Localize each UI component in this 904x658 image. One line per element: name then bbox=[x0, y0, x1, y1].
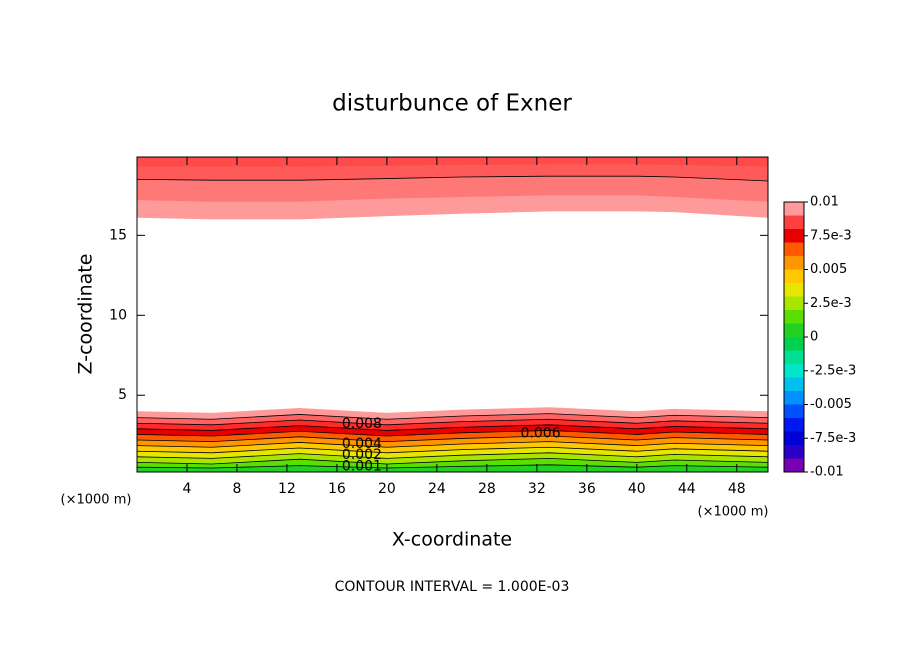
contour-line bbox=[136, 424, 769, 431]
contour-line bbox=[136, 435, 769, 443]
colorbar-tick-label: -0.01 bbox=[810, 465, 844, 480]
colorbar-tick-label: -7.5e-3 bbox=[810, 431, 856, 446]
contour-line bbox=[136, 441, 769, 448]
contour-line bbox=[136, 458, 769, 465]
y-axis-label: Z-coordinate bbox=[75, 254, 97, 375]
colorbar-swatch bbox=[784, 283, 804, 297]
x-tick-label: 4 bbox=[183, 481, 192, 497]
x-tick-label: 40 bbox=[628, 481, 646, 497]
x-unit-label: (×1000 m) bbox=[61, 493, 132, 508]
x-tick-label: 44 bbox=[678, 481, 696, 497]
x-tick-label: 8 bbox=[232, 481, 241, 497]
x-tick-label: 48 bbox=[728, 481, 746, 497]
colorbar-swatch bbox=[784, 350, 804, 364]
chart-title: disturbunce of Exner bbox=[332, 91, 572, 117]
colorbar-swatch bbox=[784, 229, 804, 243]
colorbar-tick-label: -0.005 bbox=[810, 397, 852, 412]
plot-frame bbox=[136, 156, 769, 473]
colorbar-tick-label: 0.005 bbox=[810, 262, 847, 277]
contour-line bbox=[136, 430, 769, 437]
colorbar-swatch bbox=[784, 202, 804, 216]
colorbar-swatch bbox=[784, 418, 804, 432]
y-tick-label: 15 bbox=[109, 227, 127, 243]
x-tick-label: 24 bbox=[428, 481, 446, 497]
contour-line bbox=[136, 413, 769, 420]
colorbar-swatch bbox=[784, 296, 804, 310]
colorbar-swatch bbox=[784, 404, 804, 418]
contour-label: 0.006 bbox=[521, 426, 561, 442]
colorbar-swatch bbox=[784, 323, 804, 337]
contour-label: 0.002 bbox=[342, 447, 382, 463]
colorbar-swatch bbox=[784, 364, 804, 378]
colorbar-swatch bbox=[784, 337, 804, 351]
x-unit-label: (×1000 m) bbox=[698, 505, 769, 520]
colorbar-tick-label: 0 bbox=[810, 330, 818, 345]
contour-line bbox=[136, 464, 769, 469]
contour-line bbox=[136, 452, 769, 459]
colorbar-swatch bbox=[784, 377, 804, 391]
colorbar-tick-label: 0.01 bbox=[810, 195, 839, 210]
colorbar-swatch bbox=[784, 445, 804, 459]
colorbar-swatch bbox=[784, 256, 804, 270]
footer-note: CONTOUR INTERVAL = 1.000E-03 bbox=[335, 579, 570, 595]
contour-line bbox=[136, 446, 769, 454]
contour-line bbox=[136, 418, 769, 426]
colorbar-tick-label: 2.5e-3 bbox=[810, 296, 852, 311]
x-tick-label: 28 bbox=[478, 481, 496, 497]
y-tick-label: 10 bbox=[109, 307, 127, 323]
colorbar-swatch bbox=[784, 269, 804, 283]
y-tick-label: 5 bbox=[118, 387, 127, 403]
x-tick-label: 16 bbox=[328, 481, 346, 497]
x-tick-label: 12 bbox=[278, 481, 296, 497]
colorbar-swatch bbox=[784, 458, 804, 472]
contour-label: 0.008 bbox=[342, 416, 382, 432]
contour-band bbox=[137, 157, 768, 167]
x-axis-label: X-coordinate bbox=[392, 529, 512, 551]
x-tick-label: 20 bbox=[378, 481, 396, 497]
contour-line bbox=[136, 175, 769, 182]
colorbar-swatch bbox=[784, 310, 804, 324]
x-tick-label: 32 bbox=[528, 481, 546, 497]
colorbar-swatch bbox=[784, 431, 804, 445]
colorbar-swatch bbox=[784, 215, 804, 229]
colorbar-tick-label: 7.5e-3 bbox=[810, 228, 852, 243]
colorbar-tick-label: -2.5e-3 bbox=[810, 363, 856, 378]
contour-label: 0.004 bbox=[342, 436, 382, 452]
colorbar-swatch bbox=[784, 391, 804, 405]
x-tick-label: 36 bbox=[578, 481, 596, 497]
colorbar-swatch bbox=[784, 242, 804, 256]
contour-label: 0.001 bbox=[342, 458, 382, 474]
